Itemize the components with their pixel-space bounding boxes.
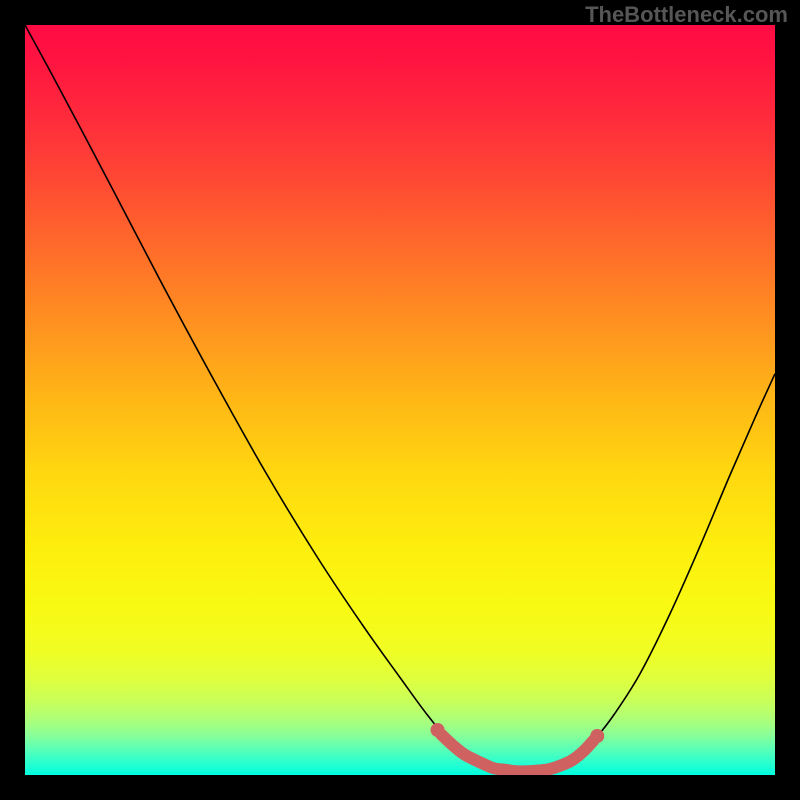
watermark-text: TheBottleneck.com <box>585 2 788 28</box>
gradient-background <box>25 25 775 775</box>
chart-frame: TheBottleneck.com <box>0 0 800 800</box>
bottleneck-curve-chart <box>25 25 775 775</box>
plot-area <box>25 25 775 775</box>
